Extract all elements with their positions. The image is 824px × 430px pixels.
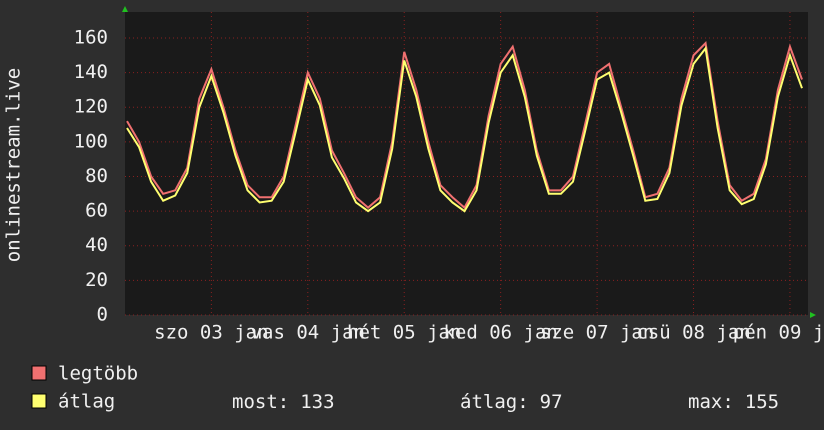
x-tick-label: csü 08 jan (636, 322, 750, 344)
legend-label: legtöbb (58, 363, 138, 385)
stat-value: 133 (300, 391, 334, 413)
stat: max: 155 (688, 391, 779, 413)
x-tick-label: pén 09 jan (733, 322, 824, 344)
axis-arrow (810, 312, 816, 318)
stat-value: 155 (745, 391, 779, 413)
stat-value: 97 (540, 391, 563, 413)
y-axis-label: onlinestream.live (3, 68, 25, 262)
y-tick-label: 120 (74, 96, 108, 118)
stat-label: átlag: (460, 391, 529, 413)
x-tick-label: sze 07 jan (540, 322, 654, 344)
stat: átlag: 97 (460, 391, 563, 413)
legend-swatch (31, 365, 47, 381)
y-tick-label: 60 (85, 200, 108, 222)
stat-label: max: (688, 391, 734, 413)
series-line (126, 45, 803, 213)
x-tick-label: ked 06 jan (443, 322, 557, 344)
legend-label: átlag (58, 391, 115, 413)
y-tick-label: 100 (74, 130, 108, 152)
y-tick-label: 160 (74, 26, 108, 48)
axis-arrow (122, 6, 128, 12)
legend-swatch (31, 393, 47, 409)
stat-label: most: (232, 391, 289, 413)
x-tick-label: szo 03 jan (154, 322, 268, 344)
y-tick-label: 20 (85, 269, 108, 291)
x-tick-label: vas 04 jan (251, 322, 365, 344)
y-tick-label: 40 (85, 234, 108, 256)
x-tick-label: hét 05 jan (347, 322, 461, 344)
y-tick-label: 80 (85, 165, 108, 187)
plot-area (125, 12, 808, 315)
y-tick-label: 140 (74, 61, 108, 83)
stat: most: 133 (232, 391, 335, 413)
y-tick-label: 0 (97, 304, 108, 326)
series-line (126, 41, 803, 210)
